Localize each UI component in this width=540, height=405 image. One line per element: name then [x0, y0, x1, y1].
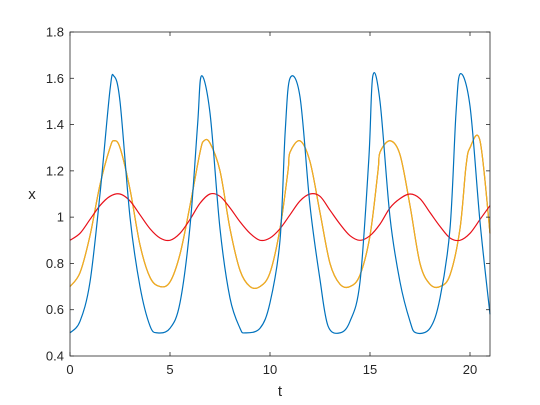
y-tick-label: 1 — [57, 210, 64, 225]
y-axis-ticks: 0.4 0.6 0.8 1 1.2 1.4 1.6 1.8 — [46, 25, 490, 364]
x-tick-label: 5 — [166, 362, 173, 377]
y-tick-label: 0.8 — [46, 256, 64, 271]
y-tick-label: 1.6 — [46, 71, 64, 86]
x-tick-label: 10 — [263, 362, 277, 377]
y-tick-label: 0.4 — [46, 349, 64, 364]
series-line-4 — [69, 192, 491, 242]
x-tick-label: 0 — [66, 362, 73, 377]
series-line-1 — [69, 71, 491, 335]
x-axis-ticks: 0 5 10 15 20 — [66, 32, 477, 377]
x-axis-label: t — [278, 383, 283, 400]
x-tick-label: 20 — [463, 362, 477, 377]
y-tick-label: 1.2 — [46, 163, 64, 178]
series-line-3 — [69, 134, 491, 290]
series-layer — [69, 71, 491, 335]
plot-area-border — [69, 31, 491, 357]
x-tick-label: 15 — [363, 362, 377, 377]
y-tick-label: 1.8 — [46, 25, 64, 40]
y-tick-label: 1.4 — [46, 117, 64, 132]
y-tick-label: 0.6 — [46, 302, 64, 317]
y-axis-label: x — [28, 186, 36, 203]
